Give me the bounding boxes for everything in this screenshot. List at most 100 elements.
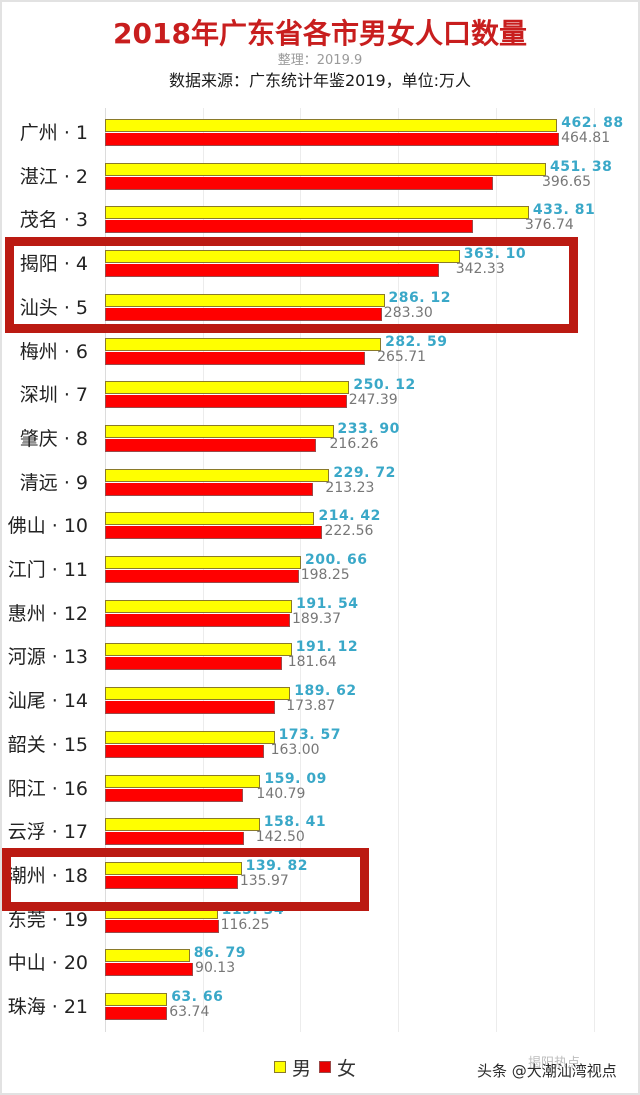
category-label: 汕头 · 5 bbox=[19, 296, 88, 319]
category-label: 茂名 · 3 bbox=[19, 209, 88, 232]
watermark: 头条 @大潮汕湾视点 bbox=[477, 1062, 617, 1080]
female-value: 173.87 bbox=[286, 698, 336, 715]
male-bar bbox=[105, 556, 302, 569]
gridline bbox=[496, 108, 497, 1032]
category-label: 肇庆 · 8 bbox=[19, 427, 88, 450]
bar-row: 江门 · 11 200. 66 198.25 bbox=[0, 552, 640, 600]
category-label: 广州 · 1 bbox=[19, 122, 88, 144]
data-source: 数据来源：广东统计年鉴2019，单位:万人 bbox=[168, 71, 472, 90]
male-bar bbox=[105, 293, 385, 307]
female-value: 216.26 bbox=[329, 435, 379, 452]
male-bar bbox=[105, 993, 168, 1006]
legend: 男 女 bbox=[274, 1056, 356, 1080]
male-value: 200. 66 bbox=[305, 552, 368, 568]
female-value: 163.00 bbox=[270, 741, 320, 758]
female-bar bbox=[105, 176, 493, 190]
female-bar bbox=[105, 438, 317, 452]
male-value: 86. 79 bbox=[193, 945, 246, 962]
gridline bbox=[398, 108, 399, 1032]
male-bar bbox=[105, 949, 190, 963]
female-bar bbox=[105, 351, 365, 365]
bar-row: 肇庆 · 8 233. 90 216.26 bbox=[0, 421, 640, 469]
category-label: 揭阳 · 4 bbox=[19, 253, 88, 276]
bar-row: 惠州 · 12 191. 54 189.37 bbox=[0, 596, 640, 644]
gridline bbox=[594, 108, 595, 1032]
male-value: 433. 81 bbox=[532, 202, 596, 219]
female-value: 376.74 bbox=[524, 217, 574, 234]
female-bar bbox=[105, 133, 560, 146]
female-value: 198.25 bbox=[300, 567, 350, 583]
male-value: 250. 12 bbox=[353, 377, 416, 394]
male-bar bbox=[105, 687, 291, 701]
bar-row: 广州 · 1 462. 88 464.81 bbox=[0, 115, 640, 163]
male-value: 229. 72 bbox=[333, 464, 396, 481]
female-bar bbox=[105, 307, 382, 321]
legend-female-swatch bbox=[319, 1061, 332, 1073]
female-value: 265.71 bbox=[377, 348, 427, 365]
male-bar bbox=[105, 468, 330, 482]
category-label: 潮州 · 18 bbox=[7, 864, 88, 887]
female-bar bbox=[105, 526, 323, 540]
female-value: 342.33 bbox=[455, 261, 505, 278]
male-bar bbox=[105, 818, 260, 832]
female-value: 135.97 bbox=[239, 872, 289, 889]
female-bar bbox=[105, 264, 440, 278]
female-value: 213.23 bbox=[325, 479, 375, 496]
female-bar bbox=[105, 482, 314, 496]
male-value: 139. 82 bbox=[245, 857, 308, 874]
bar-row: 汕尾 · 14 189. 62 173.87 bbox=[0, 683, 640, 731]
female-value: 396.65 bbox=[541, 173, 591, 190]
category-label: 佛山 · 10 bbox=[7, 515, 88, 538]
category-label: 东莞 · 19 bbox=[7, 908, 88, 931]
category-label: 珠海 · 21 bbox=[7, 996, 88, 1018]
bar-row: 云浮 · 17 158. 41 142.50 bbox=[0, 814, 640, 862]
male-value: 63. 66 bbox=[171, 989, 224, 1005]
male-bar bbox=[105, 119, 558, 132]
bar-row: 佛山 · 10 214. 42 222.56 bbox=[0, 508, 640, 556]
female-bar bbox=[105, 395, 347, 409]
category-label: 清远 · 9 bbox=[19, 471, 88, 494]
bar-row: 汕头 · 5 286. 12 283.30 bbox=[0, 290, 640, 338]
male-bar bbox=[105, 643, 292, 657]
chart-title: 2018年广东省各市男女人口数量 bbox=[113, 17, 527, 50]
bar-row: 中山 · 20 86. 79 90.13 bbox=[0, 945, 640, 993]
male-value: 233. 90 bbox=[337, 420, 400, 437]
male-value: 363. 10 bbox=[463, 246, 527, 263]
female-bar bbox=[105, 657, 283, 671]
gridline bbox=[300, 108, 301, 1032]
male-value: 189. 62 bbox=[294, 683, 357, 700]
bar-row: 珠海 · 21 63. 66 63.74 bbox=[0, 989, 640, 1037]
compiled-date: 整理：2019.9 bbox=[277, 53, 363, 68]
bar-row: 湛江 · 2 451. 38 396.65 bbox=[0, 159, 640, 207]
highlight-box bbox=[5, 237, 578, 333]
category-label: 云浮 · 17 bbox=[7, 821, 88, 844]
bar-row: 韶关 · 15 173. 57 163.00 bbox=[0, 727, 640, 775]
female-value: 90.13 bbox=[195, 960, 236, 977]
female-value: 189.37 bbox=[292, 610, 341, 627]
category-label: 阳江 · 16 bbox=[7, 777, 88, 800]
male-bar bbox=[105, 512, 315, 526]
bar-row: 揭阳 · 4 363. 10 342.33 bbox=[0, 246, 640, 294]
bar-row: 东莞 · 19 115. 34 116.25 bbox=[0, 902, 640, 950]
male-bar bbox=[105, 206, 529, 220]
male-value: 214. 42 bbox=[318, 508, 381, 525]
female-bar bbox=[105, 570, 299, 583]
female-bar bbox=[105, 832, 245, 846]
male-bar bbox=[105, 337, 382, 351]
male-value: 286. 12 bbox=[388, 289, 451, 306]
bar-row: 阳江 · 16 159. 09 140.79 bbox=[0, 771, 640, 819]
female-value: 247.39 bbox=[348, 392, 398, 409]
male-bar bbox=[105, 861, 242, 875]
category-label: 梅州 · 6 bbox=[19, 340, 88, 363]
female-bar bbox=[105, 788, 243, 802]
category-label: 河源 · 13 bbox=[7, 646, 88, 669]
female-value: 181.64 bbox=[287, 654, 337, 671]
category-label: 惠州 · 12 bbox=[7, 602, 88, 625]
female-bar bbox=[105, 1007, 168, 1020]
male-value: 462. 88 bbox=[561, 115, 624, 131]
female-bar bbox=[105, 701, 275, 715]
highlight-box bbox=[2, 848, 369, 911]
male-bar bbox=[105, 774, 261, 788]
